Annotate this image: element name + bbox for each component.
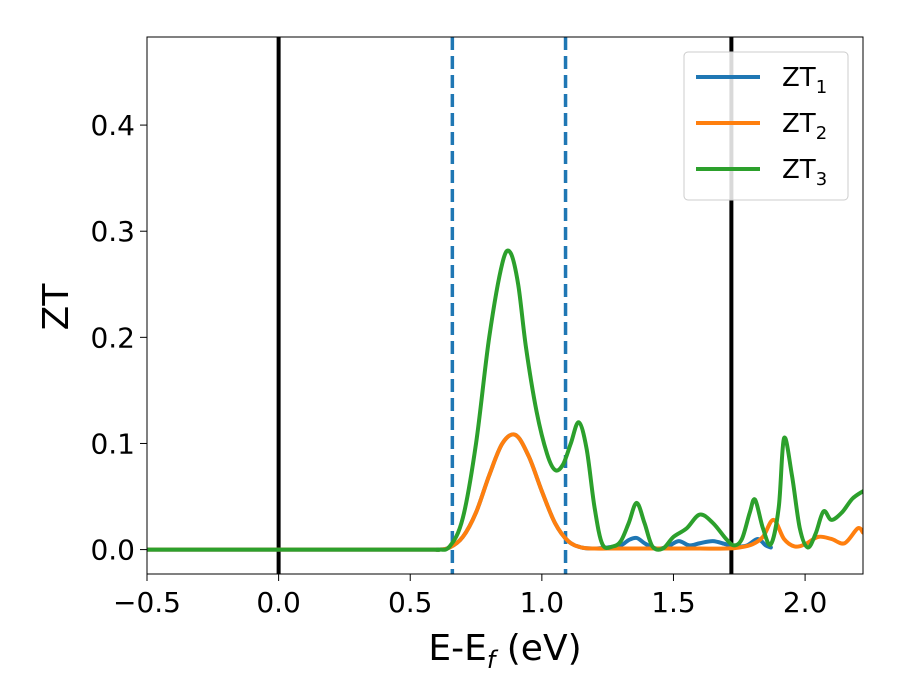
x-tick-label: 1.5 [651, 586, 696, 619]
x-tick-label: 2.0 [783, 586, 828, 619]
series-line-zt2 [147, 432, 863, 552]
x-axis-title: E-Ef (eV) [428, 628, 581, 674]
legend: ZT1 ZT2 ZT3 [683, 51, 849, 201]
plot-frame [146, 36, 864, 575]
y-tick-label: 0.4 [90, 109, 135, 142]
legend-label-zt1: ZT1 [782, 63, 827, 98]
legend-box [683, 51, 849, 201]
y-axis: 0.0 0.1 0.2 0.3 0.4 [90, 109, 147, 567]
legend-label-zt2: ZT2 [782, 109, 827, 144]
x-axis-title-unit: (eV) [495, 628, 581, 669]
y-tick-label: 0.3 [90, 215, 135, 248]
y-axis-title: ZT [36, 283, 77, 331]
legend-label-zt3: ZT3 [782, 155, 827, 190]
x-tick-label: 0.5 [388, 586, 433, 619]
y-tick-label: 0.0 [90, 534, 135, 567]
x-axis: −0.5 0.0 0.5 1.0 1.5 2.0 [113, 574, 827, 619]
x-axis-title-main: E-E [428, 628, 486, 669]
y-tick-label: 0.2 [90, 321, 135, 354]
x-tick-label: −0.5 [113, 586, 181, 619]
y-tick-label: 0.1 [90, 427, 135, 460]
series-lines [147, 248, 863, 552]
series-line-zt3 [147, 248, 863, 552]
x-tick-label: 1.0 [520, 586, 565, 619]
x-tick-label: 0.0 [256, 586, 301, 619]
